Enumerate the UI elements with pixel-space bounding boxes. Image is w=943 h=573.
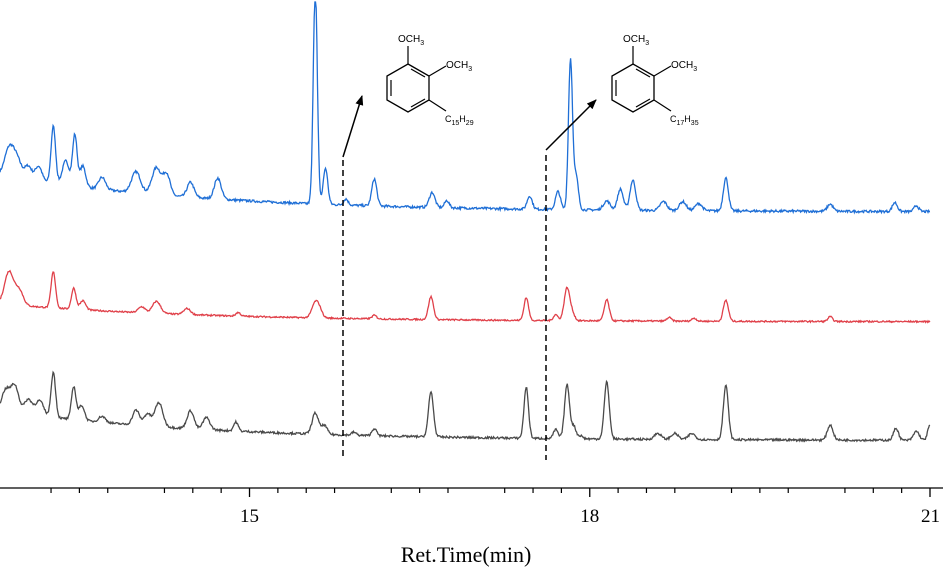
bond-methoxy-side: [653, 65, 672, 77]
ring-double-bond: [635, 98, 651, 108]
x-axis-title: Ret.Time(min): [401, 542, 532, 567]
ring-double-bond: [410, 98, 426, 108]
methoxy-label-side: OCH3​: [671, 60, 697, 73]
annotation-arrow-c15: [342, 95, 364, 158]
x-tick-label: 18: [580, 506, 599, 527]
annotation-arrow-c17: [545, 99, 597, 151]
series-line-gray: [0, 370, 931, 443]
series-line-red: [0, 269, 931, 324]
structure-c15h29: OCH3​ OCH3​ C15​H29​: [386, 34, 474, 127]
series-line-blue: [0, 1, 931, 215]
benzene-ring-2: [611, 63, 655, 113]
series-traces: [0, 1, 931, 443]
bond-chain: [428, 99, 447, 112]
bond-chain: [653, 99, 672, 112]
methoxy-label-side: OCH3​: [446, 60, 472, 73]
chain-label-c17h35: C17​H35​: [670, 114, 699, 127]
ring-double-bond: [635, 68, 651, 78]
methoxy-label-top: OCH3​: [623, 34, 649, 47]
x-tick-label: 21: [921, 506, 940, 527]
x-axis: 15 18 21: [0, 487, 943, 527]
benzene-ring-1: [386, 63, 430, 113]
bond-methoxy-side: [428, 65, 447, 77]
ring-double-bond: [410, 68, 426, 78]
x-tick-label: 15: [240, 506, 259, 527]
structure-c17h35: OCH3​ OCH3​ C17​H35​: [611, 34, 699, 127]
chain-label-c15h29: C15​H29​: [445, 114, 474, 127]
methoxy-label-top: OCH3​: [398, 34, 424, 47]
